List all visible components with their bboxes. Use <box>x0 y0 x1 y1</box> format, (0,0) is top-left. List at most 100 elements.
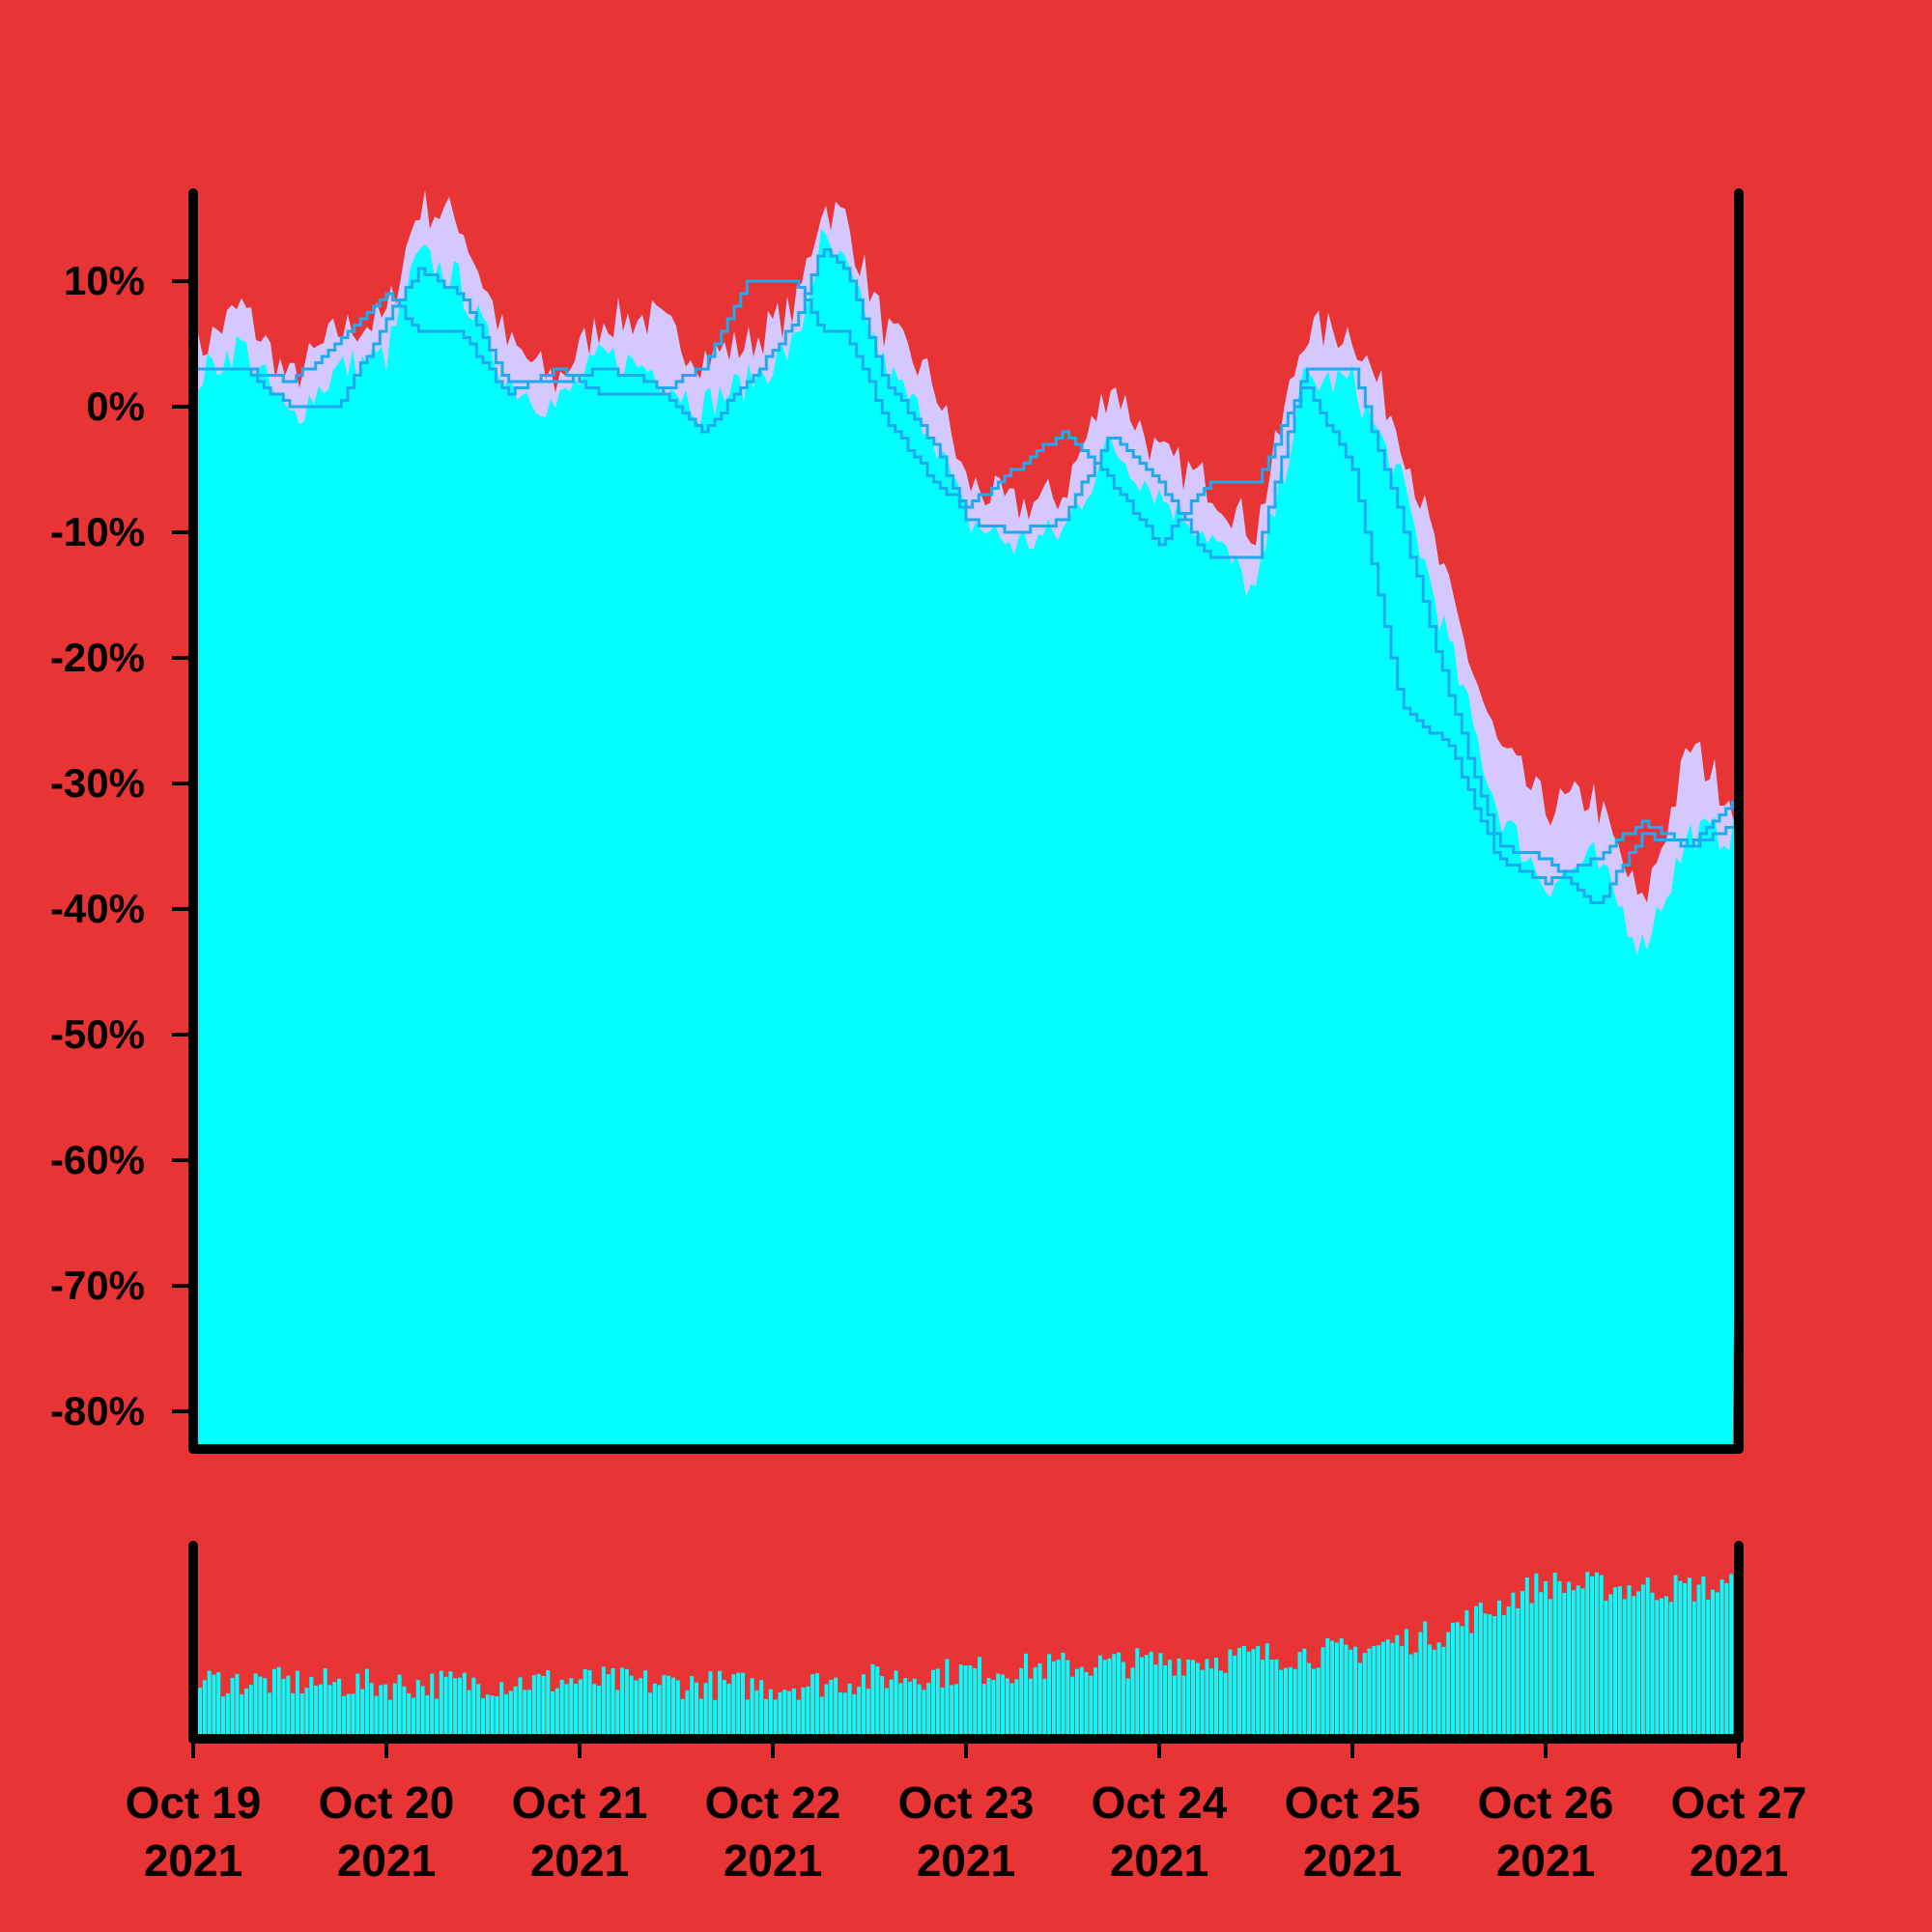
volume-bar <box>940 1687 945 1739</box>
volume-bar <box>212 1674 216 1739</box>
volume-bar <box>1380 1641 1385 1739</box>
volume-bar <box>1195 1662 1200 1739</box>
volume-bar <box>207 1670 212 1739</box>
volume-bar <box>1269 1660 1274 1739</box>
volume-bar <box>643 1670 648 1739</box>
y-tick-label: -80% <box>50 1388 145 1434</box>
volume-bar <box>935 1668 940 1739</box>
volume-bar <box>1200 1669 1205 1739</box>
volume-bar <box>1019 1667 1024 1739</box>
x-tick-label-date: Oct 21 <box>512 1777 648 1828</box>
volume-bar <box>745 1699 750 1739</box>
volume-bar <box>1580 1588 1585 1739</box>
volume-bar <box>875 1666 880 1739</box>
volume-bar <box>240 1694 244 1739</box>
volume-bar <box>1529 1603 1534 1739</box>
volume-bar <box>1613 1587 1618 1739</box>
volume-bar <box>1089 1675 1094 1739</box>
volume-bar <box>1051 1661 1056 1739</box>
volume-bar <box>407 1692 412 1739</box>
volume-bar <box>1149 1651 1153 1739</box>
volume-bar <box>485 1694 490 1739</box>
volume-bar <box>1428 1644 1432 1739</box>
volume-bar <box>736 1672 741 1739</box>
volume-bar <box>495 1695 499 1739</box>
volume-bar <box>443 1676 448 1739</box>
volume-bar <box>1552 1573 1557 1739</box>
volume-bar <box>1539 1592 1544 1739</box>
volume-bar <box>1395 1634 1400 1739</box>
volume-bar <box>796 1699 801 1739</box>
volume-bar <box>364 1668 369 1739</box>
volume-bar <box>1608 1594 1613 1739</box>
volume-bar <box>1321 1647 1325 1739</box>
volume-bar <box>931 1669 935 1739</box>
volume-bar <box>1492 1616 1497 1739</box>
volume-bar <box>337 1678 342 1739</box>
volume-bar <box>327 1685 332 1739</box>
volume-bar <box>1288 1666 1293 1739</box>
volume-bar <box>392 1683 397 1739</box>
volume-bar <box>1663 1596 1668 1739</box>
volume-bar <box>314 1685 319 1739</box>
y-tick-label: 10% <box>64 258 145 303</box>
volume-bar <box>722 1680 726 1739</box>
volume-bar <box>1191 1660 1195 1739</box>
volume-bar <box>578 1679 582 1739</box>
volume-bar <box>402 1686 407 1739</box>
volume-bar <box>981 1684 986 1739</box>
volume-bar <box>1688 1577 1691 1739</box>
volume-bar <box>963 1665 968 1739</box>
volume-bar <box>1168 1660 1172 1739</box>
volume-bar <box>1640 1584 1645 1739</box>
volume-bar <box>1307 1662 1312 1739</box>
volume-bar <box>295 1670 299 1739</box>
volume-bar <box>829 1680 834 1739</box>
volume-bar <box>945 1659 950 1739</box>
volume-bar <box>1576 1585 1580 1739</box>
volume-bar <box>754 1690 759 1739</box>
volume-bar <box>597 1686 602 1739</box>
volume-bar <box>513 1686 518 1739</box>
volume-bar <box>268 1692 272 1739</box>
volume-bar <box>1274 1659 1279 1739</box>
volume-bar <box>1107 1658 1112 1739</box>
volume-bar <box>778 1691 782 1739</box>
volume-bar <box>425 1695 430 1739</box>
volume-bar <box>1483 1613 1488 1739</box>
volume-bar <box>1112 1654 1117 1739</box>
volume-bar <box>1446 1632 1451 1739</box>
volume-bar <box>244 1688 248 1739</box>
volume-bar <box>1061 1652 1065 1739</box>
volume-bar <box>671 1677 675 1739</box>
volume-bar <box>458 1677 462 1739</box>
volume-bar <box>420 1686 425 1739</box>
x-tick-label-year: 2021 <box>1690 1835 1788 1886</box>
volume-bar <box>1158 1653 1163 1739</box>
volume-bar <box>592 1684 597 1739</box>
volume-bar <box>1311 1668 1316 1739</box>
volume-bar <box>374 1695 379 1739</box>
volume-bar <box>991 1680 996 1739</box>
volume-bar <box>773 1699 778 1739</box>
series-ma-fast-line <box>193 248 1741 904</box>
volume-bar <box>968 1665 973 1739</box>
volume-bar <box>1070 1676 1075 1739</box>
volume-bar <box>819 1696 824 1739</box>
volume-bar <box>852 1693 857 1739</box>
volume-bar <box>318 1684 323 1739</box>
volume-bar <box>1650 1592 1655 1739</box>
volume-bar <box>258 1676 263 1739</box>
volume-bar <box>703 1683 708 1739</box>
volume-panel <box>188 1541 1744 1744</box>
volume-bar <box>453 1678 458 1739</box>
volume-bar <box>1441 1646 1446 1739</box>
x-tick-label-date: Oct 27 <box>1671 1777 1807 1828</box>
y-tick-label: -40% <box>50 886 145 931</box>
x-tick-label-date: Oct 19 <box>126 1777 262 1828</box>
volume-bar <box>559 1679 564 1739</box>
volume-bar <box>230 1677 235 1739</box>
volume-bar <box>1218 1670 1223 1739</box>
x-tick-label-date: Oct 24 <box>1092 1777 1228 1828</box>
volume-bar <box>1632 1596 1636 1739</box>
